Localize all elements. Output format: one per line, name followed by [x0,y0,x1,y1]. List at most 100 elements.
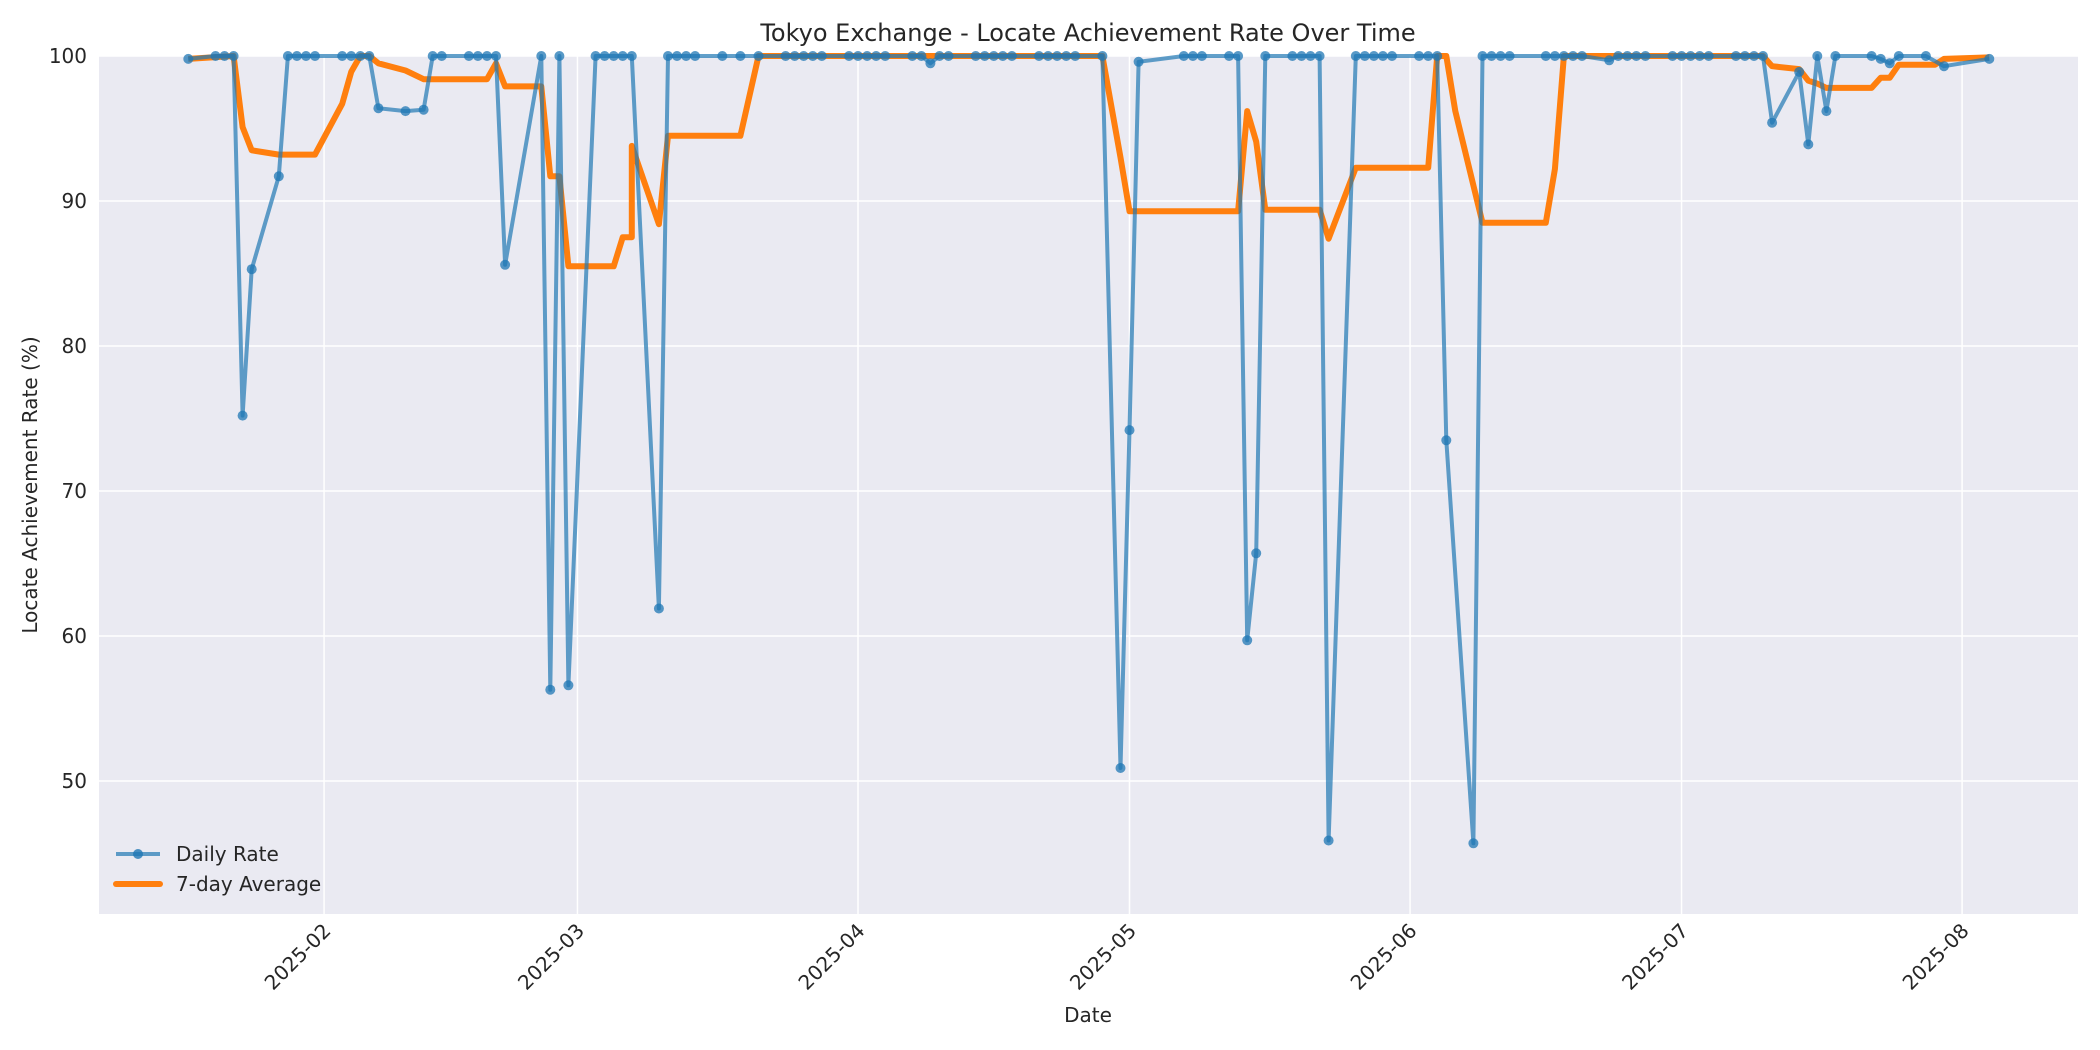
daily-point [1830,51,1841,61]
daily-point [472,51,483,61]
legend-marker-daily-icon [133,849,143,859]
daily-point [1432,51,1443,61]
daily-point [1034,51,1044,61]
daily-point [1739,51,1750,61]
daily-point [943,51,954,61]
daily-point [1242,635,1253,646]
daily-point [219,51,230,61]
daily-point [988,51,999,61]
daily-point [1061,51,1072,61]
legend-item-daily-rate: Daily Rate [116,842,279,866]
x-tick-label: 2025-08 [1898,919,1974,995]
daily-point [1468,838,1479,849]
daily-point [807,51,818,61]
daily-point [735,51,746,61]
daily-point [436,51,447,61]
legend: Daily Rate 7-day Average [113,842,321,896]
daily-point [1233,51,1244,61]
daily-point [337,51,348,61]
daily-point [1124,425,1135,436]
legend-label-7day-average: 7-day Average [176,872,321,896]
y-axis-label: Locate Achievement Rate (%) [18,336,42,633]
daily-point [554,51,565,61]
daily-point [970,51,981,61]
daily-point [997,51,1008,61]
daily-point [282,51,293,61]
daily-point [1359,51,1370,61]
chart-title: Tokyo Exchange - Locate Achievement Rate… [759,19,1415,47]
daily-point [183,53,194,64]
daily-point [599,51,610,61]
daily-point [1350,51,1361,61]
daily-point [1749,51,1759,61]
daily-point [1631,51,1642,61]
x-tick-label: 2025-04 [793,919,869,995]
daily-point [1558,51,1569,61]
daily-point [1803,139,1814,150]
y-tick-label: 60 [62,624,87,648]
daily-point [1767,117,1778,128]
daily-point [789,51,800,61]
daily-point [1875,53,1886,64]
daily-point [273,171,284,182]
daily-point [536,51,547,61]
daily-point [690,51,701,61]
daily-point [373,103,384,114]
x-tick-label: 2025-02 [260,919,336,995]
daily-point [1703,51,1714,61]
daily-point [853,51,863,61]
daily-point [1540,51,1551,61]
daily-point [880,51,891,61]
daily-point [626,51,637,61]
daily-point [608,51,619,61]
daily-point [1305,51,1316,61]
daily-point [907,51,918,61]
daily-point [301,51,311,61]
legend-label-daily-rate: Daily Rate [176,842,279,866]
daily-point [491,51,501,61]
x-tick-label: 2025-05 [1065,919,1141,995]
daily-point [979,51,990,61]
daily-point [228,51,239,61]
daily-point [1314,51,1325,61]
daily-point [871,51,882,61]
daily-point [1187,51,1198,61]
daily-point [1115,763,1126,773]
daily-point [1097,51,1108,61]
daily-point [364,51,375,61]
daily-point [1377,51,1388,61]
plot-area [99,56,2078,914]
daily-point [482,51,492,61]
daily-point [1006,51,1017,61]
daily-point [346,51,357,61]
daily-point [816,51,827,61]
daily-point [753,51,764,61]
daily-point [1640,51,1651,61]
daily-point [1178,51,1189,61]
daily-point [1549,51,1560,61]
daily-point [246,264,257,275]
daily-point [1368,51,1379,61]
daily-point [1323,835,1334,846]
daily-point [1224,51,1235,61]
daily-point [1613,51,1624,61]
y-tick-label: 70 [62,479,87,503]
daily-point [210,51,221,61]
daily-point [355,51,366,61]
y-axis-ticks: 50 60 70 80 90 100 [49,44,87,793]
daily-point [1477,51,1488,61]
x-tick-label: 2025-03 [513,919,589,995]
daily-point [418,104,429,115]
daily-point [1414,51,1425,61]
daily-point [1196,51,1207,61]
daily-point [1622,51,1633,61]
daily-point [1441,435,1452,446]
daily-point [1812,51,1823,61]
daily-point [1486,51,1497,61]
daily-point [1504,51,1515,61]
daily-point [1568,51,1578,61]
daily-point [1794,66,1805,77]
y-tick-label: 50 [62,769,87,793]
daily-point [1604,55,1615,66]
